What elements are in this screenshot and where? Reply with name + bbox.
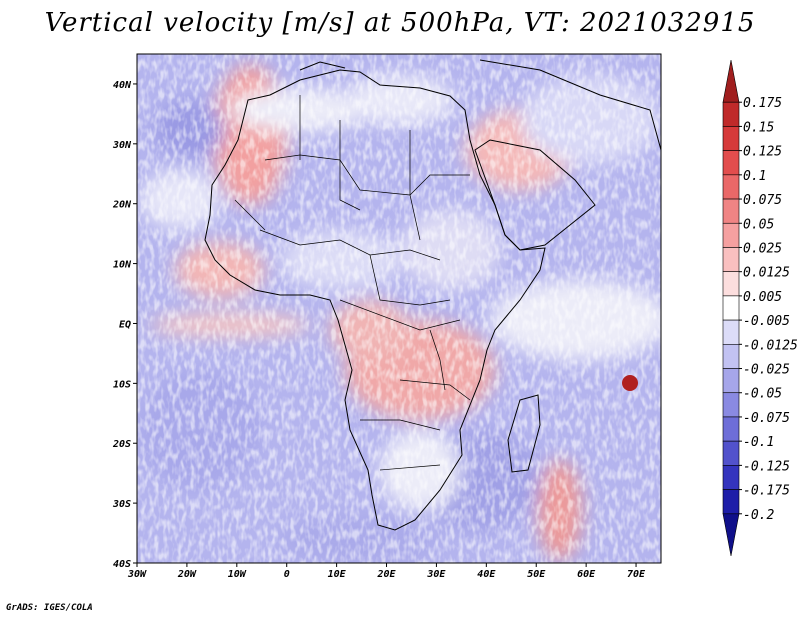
colorbar-label: -0.05 bbox=[743, 387, 782, 402]
colorbar-swatch bbox=[722, 344, 740, 369]
colorbar-swatch bbox=[722, 174, 740, 200]
colorbar-swatch bbox=[722, 392, 740, 418]
colorbar-swatch bbox=[722, 368, 740, 394]
colorbar-swatch bbox=[722, 59, 740, 103]
colorbar-swatch bbox=[722, 489, 740, 515]
lat-tick-label: 20S bbox=[112, 439, 131, 450]
map-frame bbox=[136, 53, 662, 564]
colorbar-label: 0.175 bbox=[743, 96, 782, 111]
colorbar-label: 0.1 bbox=[743, 169, 766, 184]
longitude-ticks: 30W 20W 10W 0 10E 20E 30E 40E 50E 60E 70E bbox=[127, 563, 646, 580]
map-title: Vertical velocity [m/s] at 500hPa, VT: 2… bbox=[44, 8, 756, 38]
coastlines bbox=[204, 59, 661, 531]
cyclone-core bbox=[622, 375, 638, 391]
lon-tick-label: 20W bbox=[177, 569, 197, 580]
lon-tick-label: 40E bbox=[477, 569, 496, 580]
colorbar-swatch bbox=[722, 126, 740, 151]
lat-tick-label: 40N bbox=[113, 80, 132, 91]
velocity-field bbox=[137, 54, 661, 563]
lat-tick-label: EQ bbox=[119, 319, 131, 330]
colorbar-label: -0.175 bbox=[743, 484, 790, 499]
country-borders bbox=[234, 95, 471, 471]
lon-tick-label: 20E bbox=[376, 569, 396, 580]
colorbar-swatch bbox=[722, 295, 740, 321]
lon-tick-label: 60E bbox=[577, 569, 596, 580]
lat-tick-label: 40S bbox=[113, 559, 131, 570]
colorbar-label: 0.025 bbox=[743, 241, 782, 256]
colorbar-label: 0.05 bbox=[743, 217, 774, 232]
lon-tick-label: 30W bbox=[127, 569, 147, 580]
colorbar-swatch bbox=[722, 271, 740, 297]
lon-tick-label: 70E bbox=[627, 569, 646, 580]
colorbar-swatch bbox=[722, 319, 740, 345]
colorbar-label: -0.125 bbox=[743, 459, 790, 474]
colorbar-label: -0.075 bbox=[743, 411, 790, 426]
lat-tick-label: 30S bbox=[112, 499, 131, 510]
colorbar-label: 0.005 bbox=[743, 290, 782, 305]
colorbar-swatch bbox=[722, 101, 740, 127]
latitude-ticks: 40N 30N 20N 10N EQ 10S 20S 30S 40S bbox=[112, 80, 137, 570]
lat-tick-label: 30N bbox=[112, 140, 132, 151]
grads-credit: GrADS: IGES/COLA bbox=[6, 603, 93, 613]
colorbar-label: -0.0125 bbox=[743, 338, 798, 353]
lat-tick-label: 20N bbox=[112, 200, 132, 211]
lat-tick-label: 10S bbox=[113, 379, 131, 390]
colorbar-swatch bbox=[722, 222, 740, 248]
lon-tick-label: 50E bbox=[527, 569, 546, 580]
colorbar-label: 0.125 bbox=[743, 145, 782, 160]
colorbar-swatch bbox=[722, 416, 740, 442]
colorbar-label: 0.0125 bbox=[743, 266, 790, 281]
colorbar-swatch bbox=[722, 247, 740, 272]
colorbar-label: 0.075 bbox=[743, 193, 782, 208]
colorbar-label: -0.005 bbox=[743, 314, 790, 329]
lon-tick-label: 10W bbox=[228, 569, 247, 580]
lon-tick-label: 30E bbox=[426, 569, 446, 580]
colorbar-label: -0.2 bbox=[743, 508, 774, 523]
colorbar-label: -0.1 bbox=[743, 435, 774, 450]
colorbar: 0.175 0.15 0.125 0.1 0.075 0.05 0.025 0.0125 0.0… bbox=[722, 59, 798, 557]
lon-tick-label: 0 bbox=[284, 569, 290, 580]
colorbar-swatch bbox=[722, 198, 740, 224]
lat-tick-label: 10N bbox=[113, 260, 132, 271]
colorbar-swatch bbox=[722, 513, 740, 557]
colorbar-label: 0.15 bbox=[743, 120, 774, 135]
colorbar-swatch bbox=[722, 150, 740, 176]
colorbar-label: -0.025 bbox=[743, 363, 790, 378]
colorbar-swatch bbox=[722, 440, 740, 466]
lon-tick-label: 10E bbox=[328, 569, 347, 580]
colorbar-swatch bbox=[722, 465, 740, 490]
